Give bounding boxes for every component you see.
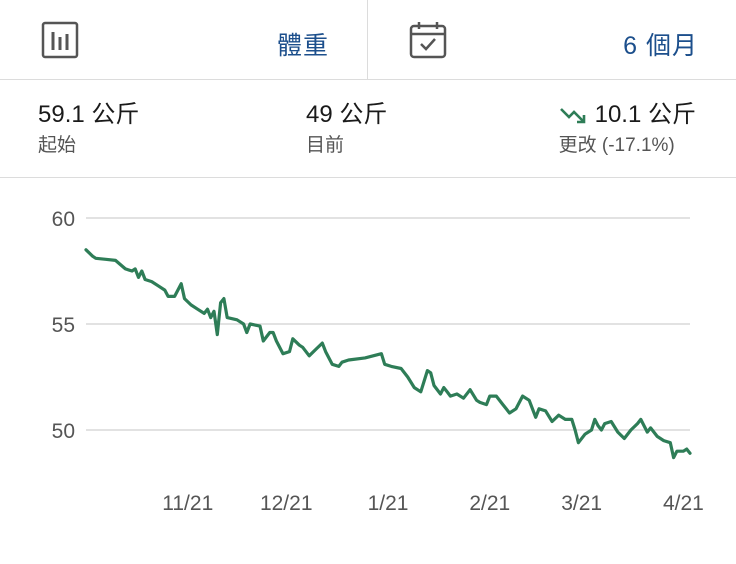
bar-chart-icon — [41, 21, 79, 59]
current-weight-label: 目前 — [306, 135, 345, 156]
metric-value: 體重 — [276, 32, 329, 60]
weight-series-line — [84, 248, 692, 460]
y-tick-label: 60 — [52, 208, 75, 231]
start-weight-value: 59.1 公斤 — [38, 101, 140, 128]
x-tick-label: 12/21 — [260, 492, 313, 515]
calendar-check-icon — [409, 22, 447, 59]
stat-current: 49 公斤 目前 — [306, 100, 387, 160]
chart-svg: 50 55 60 11/21 12/21 1/21 2/21 3/21 4/21 — [52, 208, 704, 515]
stat-change: 10.1 公斤 更改 (-17.1%) — [559, 100, 696, 160]
weight-change-label: 更改 (-17.1%) — [558, 135, 675, 156]
weight-line-chart: 50 55 60 11/21 12/21 1/21 2/21 3/21 4/21 — [0, 178, 736, 559]
top-selector-bar: 體重 6 個月 — [0, 0, 736, 80]
current-weight-value: 49 公斤 — [306, 101, 388, 128]
x-tick-label: 2/21 — [469, 492, 510, 515]
period-selector[interactable]: 6 個月 — [368, 0, 736, 80]
stat-start: 59.1 公斤 起始 — [38, 100, 139, 160]
start-weight-label: 起始 — [38, 135, 77, 156]
x-tick-label: 1/21 — [368, 492, 409, 515]
trend-down-icon — [559, 108, 585, 124]
x-tick-label: 3/21 — [561, 492, 602, 515]
y-tick-label: 55 — [52, 314, 75, 337]
stats-row: 59.1 公斤 起始 49 公斤 目前 10.1 公斤 更改 (-17.1%) — [0, 80, 736, 178]
x-tick-label: 4/21 — [663, 492, 704, 515]
x-tick-label: 11/21 — [162, 492, 213, 515]
y-tick-label: 50 — [52, 420, 75, 443]
metric-selector[interactable]: 體重 — [0, 0, 368, 80]
period-value: 6 個月 — [623, 32, 698, 60]
weight-change-value: 10.1 公斤 — [594, 101, 696, 128]
